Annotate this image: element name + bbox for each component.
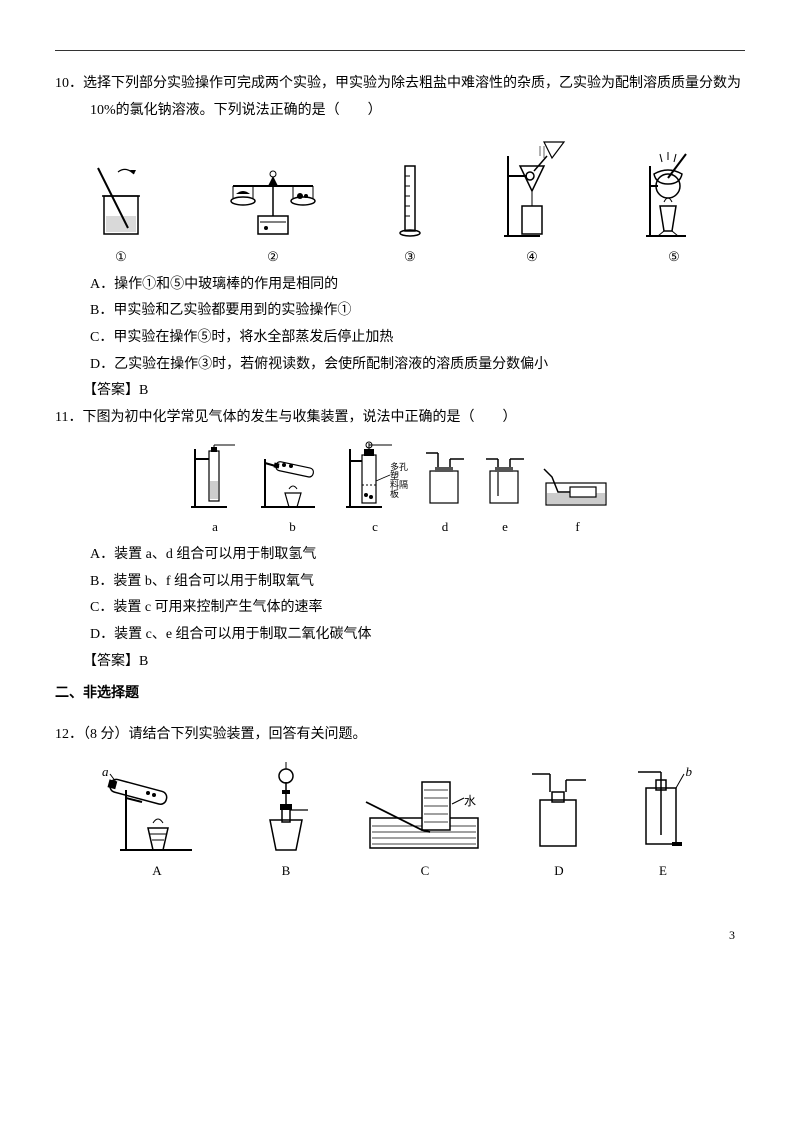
q11-c-annotation: 多孔塑 料隔板 — [390, 463, 410, 499]
q10-optA: A．操作①和⑤中玻璃棒的作用是相同的 — [55, 272, 745, 299]
q11-d-label: d — [442, 515, 449, 540]
q11-f-label: f — [575, 515, 579, 540]
q10-fig5: ⑤ — [634, 136, 714, 270]
top-rule — [55, 50, 745, 51]
apparatus-b-icon — [255, 441, 330, 511]
q11-c-label: c — [372, 515, 378, 540]
q11-optD: D．装置 c、e 组合可以用于制取二氧化碳气体 — [55, 622, 745, 649]
q11-b-label: b — [289, 515, 296, 540]
q11-fig-b: b — [255, 441, 330, 540]
q12-E-ann: b — [686, 760, 693, 785]
q12-fig-E: b E — [628, 760, 698, 884]
q12-C-ann: 水 — [464, 790, 476, 813]
graduated-cylinder-icon — [390, 156, 430, 241]
q11-a-label: a — [212, 515, 218, 540]
q10-fig3: ③ — [390, 156, 430, 270]
q10-optD: D．乙实验在操作③时，若俯视读数，会使所配制溶液的溶质质量分数偏小 — [55, 352, 745, 379]
q12-E-label: E — [659, 859, 667, 884]
q11-fig-c: 多孔塑 料隔板 c — [340, 441, 410, 540]
q12-A-label: A — [152, 859, 161, 884]
q10-fig2: ② — [218, 156, 328, 270]
q10-answer: 【答案】B — [55, 378, 745, 405]
q11-answer: 【答案】B — [55, 649, 745, 676]
q11-text: 下图为初中化学常见气体的发生与收集装置，说法中正确的是（ ） — [82, 410, 516, 425]
q12-fig-A: a A — [102, 760, 212, 884]
q11-e-label: e — [502, 515, 508, 540]
beaker-stir-icon — [86, 156, 156, 241]
page-number: 3 — [55, 924, 745, 947]
q11-optA: A．装置 a、d 组合可以用于制取氢气 — [55, 542, 745, 569]
q11-num: 11． — [55, 410, 82, 425]
q11-ann2: 料隔板 — [390, 481, 410, 499]
q10-line1: 10．选择下列部分实验操作可完成两个实验，甲实验为除去粗盐中难溶性的杂质，乙实验… — [55, 71, 745, 98]
q12-num: 12． — [55, 727, 83, 742]
q12-figures: a A B — [55, 760, 745, 884]
q10-fig4-label: ④ — [526, 245, 538, 270]
q10-optB: B．甲实验和乙实验都要用到的实验操作① — [55, 298, 745, 325]
q11-optC: C．装置 c 可用来控制产生气体的速率 — [55, 595, 745, 622]
evaporation-icon — [634, 136, 714, 241]
q12-fig-C: 水 C — [360, 760, 490, 884]
q12-D-label: D — [554, 859, 563, 884]
q10-line2: 10%的氯化钠溶液。下列说法正确的是（ ） — [55, 98, 745, 125]
q11-fig-e: e — [480, 441, 530, 540]
q10-text2: 10%的氯化钠溶液。下列说法正确的是（ ） — [90, 103, 382, 118]
q10-num: 10． — [55, 76, 83, 91]
q10-fig4: ④ — [492, 136, 572, 270]
apparatus-A-icon — [102, 760, 212, 855]
q12-text: （8 分）请结合下列实验装置，回答有关问题。 — [83, 727, 367, 742]
q11-fig-d: d — [420, 441, 470, 540]
q12-B-label: B — [282, 859, 291, 884]
q11-fig-f: f — [540, 441, 615, 540]
q10-fig1: ① — [86, 156, 156, 270]
q10-fig2-label: ② — [267, 245, 279, 270]
apparatus-f-icon — [540, 441, 615, 511]
q12-fig-B: B — [246, 760, 326, 884]
apparatus-B-icon — [246, 760, 326, 855]
q12-C-label: C — [421, 859, 430, 884]
filtration-icon — [492, 136, 572, 241]
apparatus-d-icon — [420, 441, 470, 511]
apparatus-e-icon — [480, 441, 530, 511]
q10-fig5-label: ⑤ — [668, 245, 680, 270]
q10-fig1-label: ① — [115, 245, 127, 270]
apparatus-D-icon — [524, 760, 594, 855]
q11-optB: B．装置 b、f 组合可以用于制取氧气 — [55, 569, 745, 596]
q11-line: 11．下图为初中化学常见气体的发生与收集装置，说法中正确的是（ ） — [55, 405, 745, 432]
q10-figures: ① ② — [55, 136, 745, 270]
q10-fig3-label: ③ — [404, 245, 416, 270]
q11-figures: a b 多孔塑 — [55, 441, 745, 540]
q12-A-ann: a — [102, 760, 109, 785]
q11-fig-a: a — [185, 441, 245, 540]
balance-scale-icon — [218, 156, 328, 241]
q10-text1: 选择下列部分实验操作可完成两个实验，甲实验为除去粗盐中难溶性的杂质，乙实验为配制… — [83, 76, 741, 91]
q12-line: 12．（8 分）请结合下列实验装置，回答有关问题。 — [55, 722, 745, 749]
q10-optC: C．甲实验在操作⑤时，将水全部蒸发后停止加热 — [55, 325, 745, 352]
q11-ann1: 多孔塑 — [390, 463, 410, 481]
section2-title: 二、非选择题 — [55, 681, 745, 708]
apparatus-a-icon — [185, 441, 245, 511]
q12-fig-D: D — [524, 760, 594, 884]
